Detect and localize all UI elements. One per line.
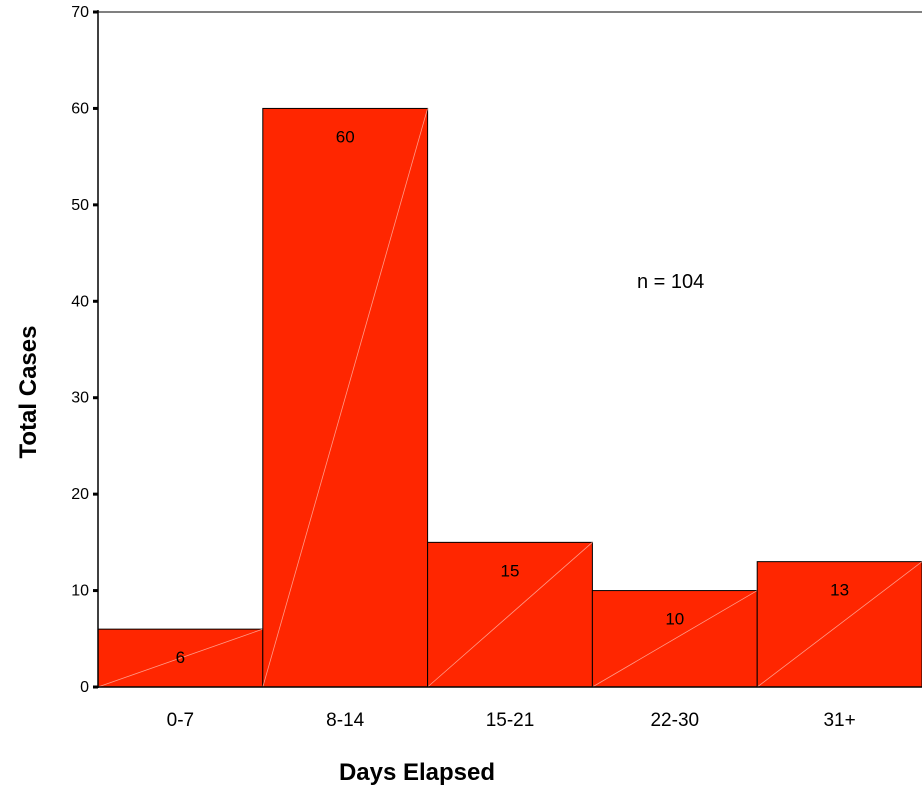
annotation-n: n = 104 [637, 271, 704, 293]
bar-value-label: 13 [830, 581, 849, 600]
x-tick-labels-group: 0-7 8-14 15-21 22-30 31+ [167, 710, 856, 731]
x-tick-label: 15-21 [486, 710, 535, 731]
bar-value-label: 60 [336, 127, 355, 146]
y-tick-label: 40 [71, 293, 89, 310]
y-tick-label: 10 [71, 583, 89, 600]
x-tick-label: 31+ [823, 710, 855, 731]
bar-value-label: 15 [501, 561, 520, 580]
bar-diagonal-22-30 [592, 590, 758, 688]
bar-value-label: 6 [176, 648, 185, 667]
bar-diagonal-31+ [756, 561, 922, 688]
x-tick-label: 0-7 [167, 710, 194, 731]
y-ticks-group: 0 10 20 30 40 50 60 70 [71, 4, 98, 696]
y-tick-label: 30 [71, 390, 89, 407]
y-tick-label: 60 [71, 100, 89, 117]
y-tick-label: 70 [71, 4, 89, 21]
y-axis-title: Total Cases [15, 326, 42, 459]
y-tick-label: 0 [80, 679, 89, 696]
bar-value-label: 10 [665, 610, 684, 629]
x-axis-title: Days Elapsed [339, 759, 495, 786]
bars-group: 6 60 15 10 13 [97, 107, 922, 688]
x-tick-label: 22-30 [650, 710, 699, 731]
bar-diagonal-0-7 [97, 628, 263, 688]
y-tick-label: 20 [71, 486, 89, 503]
x-tick-label: 8-14 [326, 710, 364, 731]
axes-group [97, 10, 922, 688]
y-tick-label: 50 [71, 197, 89, 214]
bar-diagonal-15-21 [427, 542, 593, 688]
bar-diagonal-8-14 [262, 108, 428, 688]
